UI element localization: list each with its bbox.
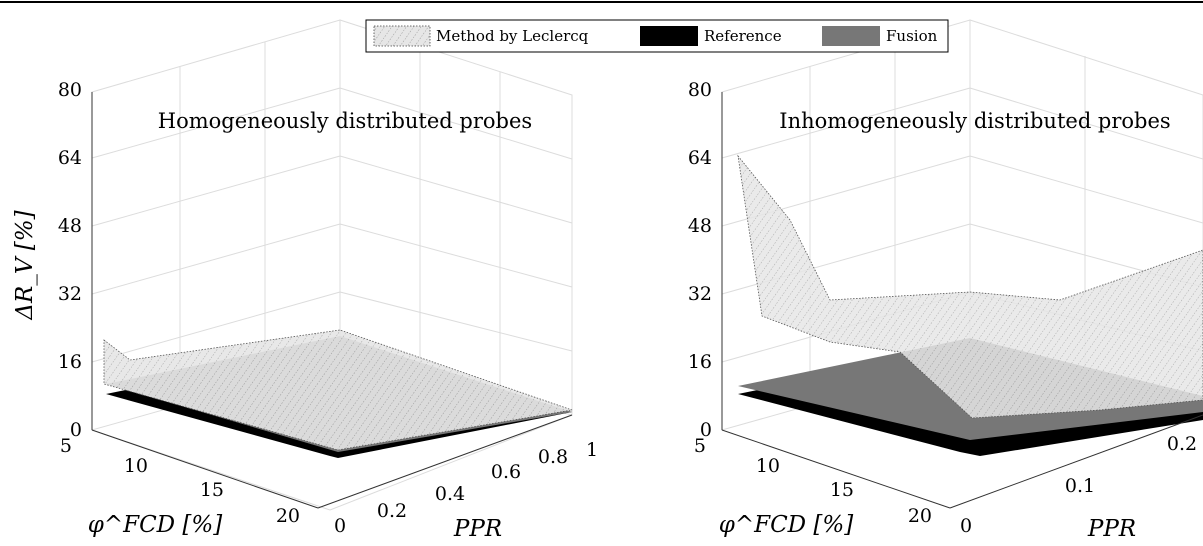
left-ztick: 80 — [58, 79, 82, 101]
right-plot: 0 16 32 48 64 80 5 10 15 20 0 0.1 0.2 In… — [688, 19, 1203, 542]
right-grid-z64 — [721, 87, 971, 159]
right-ztick: 64 — [688, 147, 712, 169]
right-ztick: 48 — [688, 215, 712, 237]
left-ztick: 32 — [58, 283, 82, 305]
left-leclercq-surface — [103, 329, 573, 451]
right-x-axis — [721, 429, 951, 509]
left-ztick: 48 — [58, 215, 82, 237]
left-ztick: 16 — [58, 351, 82, 373]
left-x-axis — [91, 429, 319, 509]
right-grid-z48-r — [969, 155, 1203, 224]
right-xtick: 20 — [908, 505, 932, 527]
left-xtick: 10 — [124, 455, 148, 477]
left-ztick: 64 — [58, 147, 82, 169]
right-plot-title: Inhomogeneously distributed probes — [779, 109, 1170, 133]
legend-label-reference: Reference — [704, 27, 782, 45]
left-xtick: 15 — [200, 479, 224, 501]
left-y-axis — [317, 414, 573, 509]
right-xtick: 15 — [830, 479, 854, 501]
right-ztick: 80 — [688, 79, 712, 101]
left-grid-z48 — [91, 155, 341, 227]
left-grid-z64-r — [339, 87, 573, 160]
right-ytick: 0.2 — [1167, 433, 1197, 455]
left-ytick: 0.8 — [538, 446, 568, 468]
right-ztick: 0 — [700, 419, 712, 441]
left-ytick: 0.2 — [377, 500, 407, 522]
left-grid-z16-r — [339, 291, 573, 352]
left-xtick: 20 — [276, 505, 300, 527]
left-plot-title: Homogeneously distributed probes — [158, 109, 532, 133]
left-y-label: PPR — [453, 516, 502, 542]
left-ytick: 0 — [334, 515, 346, 537]
right-y-axis — [949, 414, 1203, 509]
right-ztick: 16 — [688, 351, 712, 373]
left-z-label: ΔR_V [%] — [12, 210, 38, 320]
left-xtick: 5 — [60, 435, 72, 457]
left-grid-z64 — [91, 87, 341, 159]
left-grid-z32 — [91, 223, 341, 295]
right-xtick: 5 — [694, 435, 706, 457]
left-floor-edge2 — [329, 414, 573, 511]
left-grid-z48-r — [339, 155, 573, 224]
legend-label-fusion: Fusion — [886, 27, 938, 45]
right-grid-z64-r — [969, 87, 1203, 160]
left-ytick: 1 — [586, 439, 598, 461]
right-ytick: 0 — [960, 515, 972, 537]
legend-swatch-fusion — [822, 26, 880, 46]
right-y-label: PPR — [1087, 516, 1136, 542]
left-ztick: 0 — [70, 419, 82, 441]
legend-swatch-leclercq — [373, 25, 431, 47]
legend: Method by Leclercq Reference Fusion — [365, 19, 949, 53]
right-back-wall-right — [969, 19, 1203, 416]
left-grid-z32-r — [339, 223, 573, 288]
left-plot: 0 16 32 48 64 80 5 10 15 20 0 0.2 0.4 0.… — [12, 19, 598, 542]
legend-swatch-reference — [640, 26, 698, 46]
right-x-label: φ^FCD [%] — [719, 512, 854, 538]
left-grid-z16 — [91, 291, 341, 363]
right-ytick: 0.1 — [1065, 475, 1095, 497]
right-ztick: 32 — [688, 283, 712, 305]
right-xtick: 10 — [756, 455, 780, 477]
left-x-label: φ^FCD [%] — [88, 512, 223, 538]
left-ytick: 0.4 — [435, 483, 465, 505]
right-leclercq-surface — [737, 154, 1203, 419]
legend-label-leclercq: Method by Leclercq — [436, 27, 589, 45]
left-ytick: 0.6 — [491, 461, 521, 483]
